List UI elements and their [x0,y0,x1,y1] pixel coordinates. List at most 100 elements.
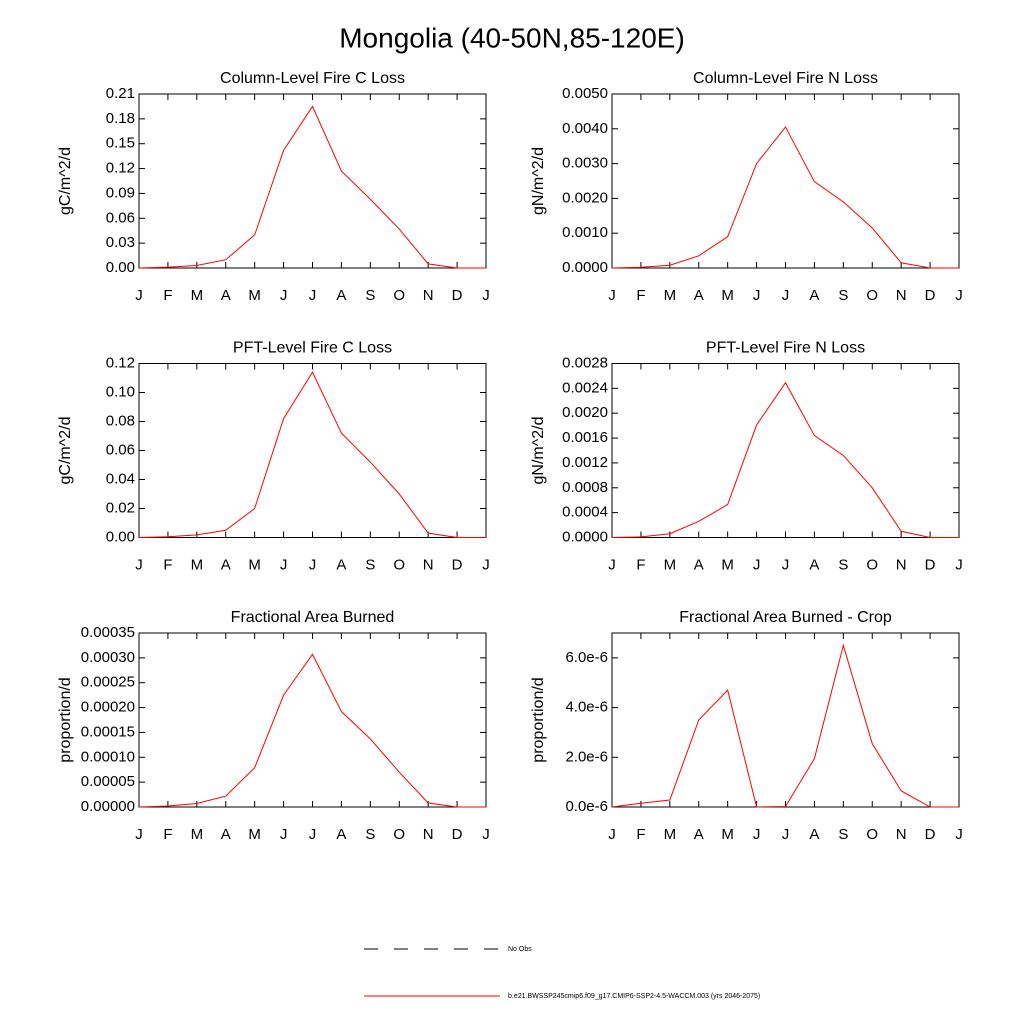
y-tick-label: 0.0e-6 [565,798,608,815]
y-tick-label: 6.0e-6 [565,649,608,666]
legend-label: b.e21.BWSSP245cmip6.f09_g17.CMIP6-SSP2-4… [508,993,760,1000]
y-tick-label: 0.08 [106,412,135,429]
y-tick-label: 0.0050 [562,85,608,102]
x-tick-label: J [280,556,288,573]
data-line [611,381,959,538]
x-tick-label: A [694,287,704,304]
x-tick-label: A [336,287,346,304]
x-tick-label: J [608,556,616,573]
x-tick-label: J [309,826,317,843]
x-tick-label: N [423,556,434,573]
y-tick-label: 0.00030 [81,649,135,666]
x-tick-label: M [721,556,734,573]
x-tick-label: S [365,556,375,573]
x-tick-label: S [838,287,848,304]
y-tick-label: 0.0040 [562,120,608,137]
x-tick-label: A [809,556,819,573]
x-tick-label: O [866,287,878,304]
y-tick-label: 0.15 [106,135,135,152]
y-tick-label: 0.0020 [562,404,608,421]
y-axis-title: gC/m^2/d [57,147,74,215]
y-tick-label: 0.06 [106,441,135,458]
x-tick-label: S [838,556,848,573]
x-tick-label: M [248,287,261,304]
y-tick-label: 0.0024 [562,379,608,396]
x-tick-label: D [452,287,463,304]
x-tick-label: D [925,556,936,573]
y-axis-title: gN/m^2/d [530,417,547,485]
x-tick-label: A [221,287,231,304]
x-tick-label: N [896,826,907,843]
x-tick-label: J [753,826,761,843]
x-tick-label: J [482,556,490,573]
y-tick-label: 0.03 [106,234,135,251]
panel-title: Fractional Area Burned - Crop [679,609,892,626]
y-tick-label: 0.21 [106,85,135,102]
y-tick-label: 0.00015 [81,723,135,740]
panel-title: PFT-Level Fire N Loss [706,340,865,357]
y-tick-label: 0.18 [106,110,135,127]
x-tick-label: A [809,826,819,843]
x-tick-label: D [452,556,463,573]
panel-title: Column-Level Fire N Loss [693,70,878,87]
x-tick-label: S [365,287,375,304]
x-tick-label: M [191,826,204,843]
x-tick-label: J [482,826,490,843]
y-axis-title: proportion/d [530,677,547,762]
figure-title: Mongolia (40-50N,85-120E) [339,22,685,53]
y-tick-label: 2.0e-6 [565,748,608,765]
x-tick-label: M [664,826,677,843]
plot-frame [138,363,487,538]
y-tick-label: 0.00 [106,528,135,545]
x-tick-label: J [955,826,963,843]
y-tick-label: 0.12 [106,354,135,371]
plot-frame [138,93,487,269]
x-tick-label: O [393,556,405,573]
x-tick-label: J [753,556,761,573]
x-tick-label: O [393,826,405,843]
x-tick-label: N [896,287,907,304]
y-tick-label: 0.0010 [562,224,608,241]
x-tick-label: A [694,556,704,573]
x-tick-label: A [336,556,346,573]
x-tick-label: M [664,556,677,573]
x-tick-label: A [336,826,346,843]
y-tick-label: 0.06 [106,209,135,226]
x-tick-label: M [191,556,204,573]
data-line [138,105,486,269]
data-line [138,371,486,538]
x-tick-label: J [309,287,317,304]
x-tick-label: F [163,287,172,304]
y-tick-label: 0.00005 [81,773,135,790]
y-tick-label: 4.0e-6 [565,699,608,716]
y-axis-title: gC/m^2/d [57,417,74,485]
x-tick-label: D [925,287,936,304]
panel-title: Column-Level Fire C Loss [220,70,405,87]
y-tick-label: 0.04 [106,470,135,487]
y-tick-label: 0.0004 [562,504,608,521]
x-tick-label: J [482,287,490,304]
x-tick-label: M [248,826,261,843]
x-tick-label: O [393,287,405,304]
x-tick-label: M [664,287,677,304]
y-tick-label: 0.09 [106,184,135,201]
x-tick-label: N [423,287,434,304]
y-tick-label: 0.0028 [562,354,608,371]
y-tick-label: 0.00020 [81,699,135,716]
x-tick-label: J [753,287,761,304]
x-tick-label: D [452,826,463,843]
x-tick-label: J [608,826,616,843]
y-tick-label: 0.0008 [562,479,608,496]
legend-label: No Obs [508,946,532,953]
data-line [611,126,959,269]
y-tick-label: 0.00 [106,259,135,276]
y-tick-label: 0.0030 [562,155,608,172]
y-tick-label: 0.00010 [81,748,135,765]
panel-title: PFT-Level Fire C Loss [233,340,392,357]
x-tick-label: S [838,826,848,843]
x-tick-label: J [782,556,790,573]
y-tick-label: 0.00035 [81,624,135,641]
y-tick-label: 0.0020 [562,189,608,206]
x-tick-label: A [221,556,231,573]
